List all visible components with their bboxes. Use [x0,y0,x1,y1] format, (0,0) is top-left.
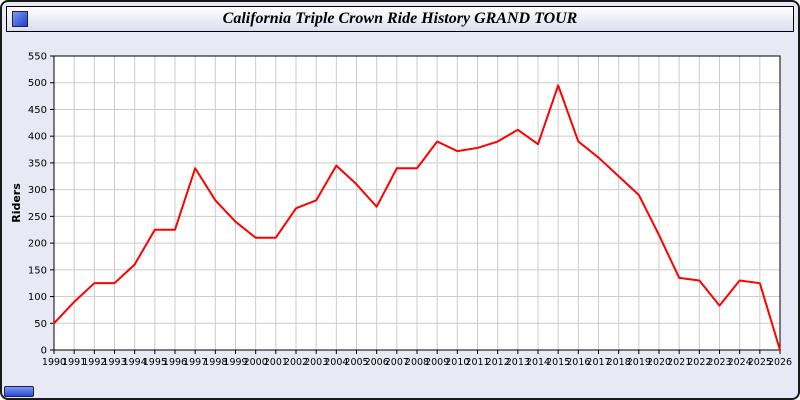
x-tick-label: 1991 [62,357,86,368]
x-tick-label: 1994 [123,357,147,368]
x-tick-label: 2001 [264,357,288,368]
page-title: California Triple Crown Ride History GRA… [222,10,578,27]
x-tick-label: 2019 [627,357,651,368]
x-tick-label: 1992 [82,357,106,368]
x-tick-label: 2020 [647,357,671,368]
title-bar: California Triple Crown Ride History GRA… [6,6,794,32]
x-tick-label: 2002 [284,357,308,368]
x-tick-label: 2007 [385,357,409,368]
y-tick-label: 300 [28,185,47,196]
y-tick-label: 0 [41,346,47,357]
x-tick-label: 2026 [768,357,792,368]
x-tick-label: 2015 [546,357,570,368]
y-axis-label: Riders [10,183,23,223]
x-tick-label: 2018 [607,357,631,368]
x-tick-label: 2024 [728,357,752,368]
x-tick-label: 2011 [465,357,489,368]
x-tick-label: 2008 [405,357,429,368]
plot-border [53,55,781,351]
x-tick-label: 1990 [42,357,66,368]
series-line [53,84,781,351]
y-tick-label: 550 [28,52,47,63]
x-tick-label: 2017 [586,357,610,368]
y-tick-label: 250 [28,212,47,223]
y-tick-label: 150 [28,265,47,276]
x-tick-label: 2010 [445,357,469,368]
y-tick-label: 100 [28,292,47,303]
x-tick-label: 1996 [163,357,187,368]
x-tick-label: 2021 [667,357,691,368]
x-tick-label: 2004 [324,357,348,368]
line-chart: Riders 0 50 100 150 200 250 300 350 400 450 500 550… [10,52,792,369]
x-tick-label: 2014 [526,357,550,368]
x-tick-label: 2023 [707,357,731,368]
x-tick-label: 1999 [223,357,247,368]
y-tick-label: 400 [28,132,47,143]
x-tick-label: 2012 [486,357,510,368]
x-tick-label: 2025 [748,357,772,368]
window-icon [12,11,28,27]
y-tick-label: 200 [28,239,47,250]
x-tick-label: 2016 [566,357,590,368]
x-tick-label: 2022 [687,357,711,368]
x-tick-label: 2006 [365,357,389,368]
x-tick-label: 2003 [304,357,328,368]
y-tick-label: 450 [28,105,47,116]
y-tick-label: 500 [28,78,47,89]
x-tick-label: 1998 [203,357,227,368]
x-tick-label: 1997 [183,357,207,368]
y-tick-label: 50 [34,319,47,330]
x-tick-label: 2000 [244,357,268,368]
chart-area: Riders 0 50 100 150 200 250 300 350 400 450 500 550… [8,42,796,392]
x-tick-label: 2009 [425,357,449,368]
x-tick-label: 1995 [143,357,167,368]
x-tick-label: 2005 [344,357,368,368]
y-tick-label: 350 [28,158,47,169]
x-tick-label: 1993 [102,357,126,368]
x-tick-label: 2013 [506,357,530,368]
bottom-left-widget [4,386,34,397]
